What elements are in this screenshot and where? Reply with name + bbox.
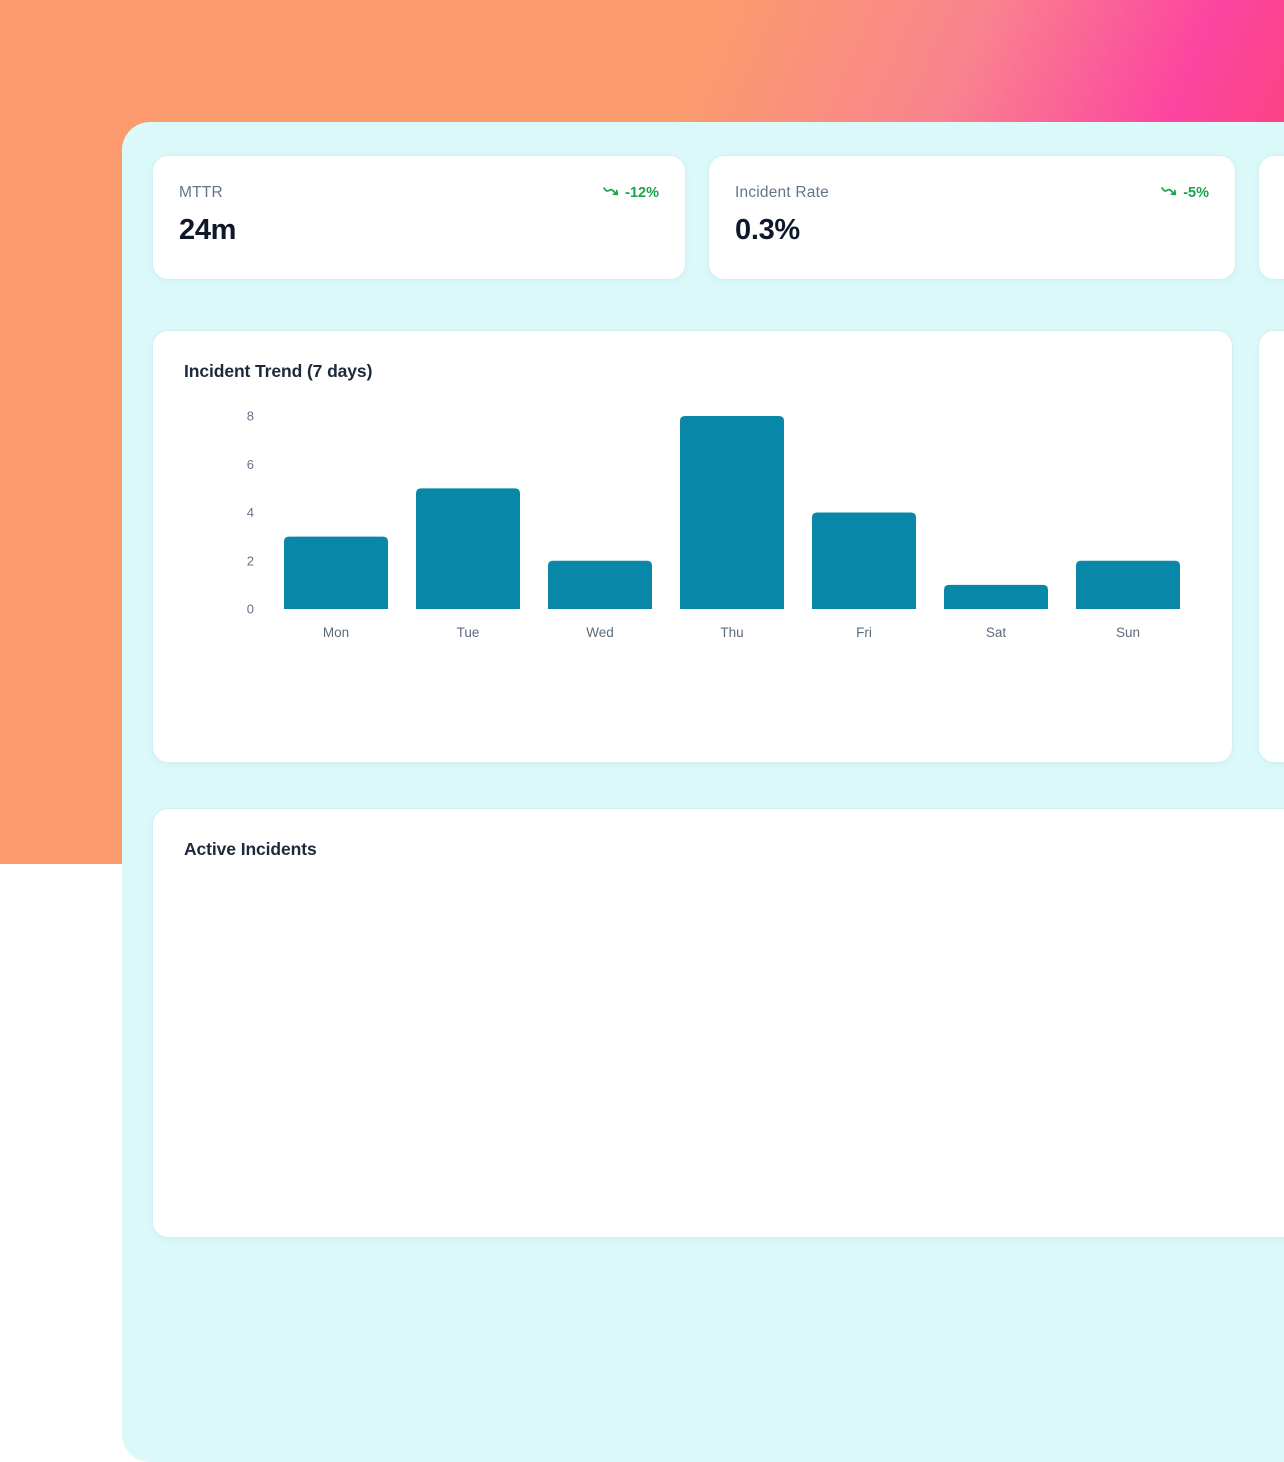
x-axis-label: Fri bbox=[856, 625, 872, 640]
metric-label: MTTR bbox=[179, 184, 223, 202]
metric-trend-value: -5% bbox=[1183, 185, 1209, 201]
active-incidents-card: Active Incidents bbox=[152, 808, 1284, 1238]
x-axis-label: Tue bbox=[457, 625, 480, 640]
x-axis-label: Mon bbox=[323, 625, 349, 640]
bar-sat bbox=[944, 585, 1048, 609]
chart-title: Incident Trend (7 days) bbox=[184, 361, 372, 382]
metric-value: 24m bbox=[179, 214, 659, 247]
incident-trend-card: Incident Trend (7 days) 0 2 4 6 8 Mon Tue Wed Th… bbox=[152, 330, 1233, 763]
metric-card-mttr: MTTR -12% 24m bbox=[152, 155, 686, 280]
active-incidents-title: Active Incidents bbox=[184, 839, 317, 860]
metric-label: Incident Rate bbox=[735, 184, 829, 202]
bar-wed bbox=[548, 561, 652, 609]
bar-thu bbox=[680, 416, 784, 609]
y-axis-tick: 2 bbox=[247, 553, 254, 568]
bar-tue bbox=[416, 488, 520, 609]
x-axis-label: Wed bbox=[586, 625, 614, 640]
x-axis-label: Thu bbox=[720, 625, 743, 640]
y-axis-tick: 6 bbox=[247, 457, 254, 472]
metric-value: 0.3% bbox=[735, 214, 1209, 247]
trending-down-icon bbox=[603, 185, 620, 201]
incident-trend-bar-chart: 0 2 4 6 8 Mon Tue Wed Thu Fri Sat Sun bbox=[194, 401, 1184, 651]
dashboard-panel: MTTR -12% 24m Incident Rate bbox=[122, 122, 1284, 1462]
y-axis-tick: 0 bbox=[247, 602, 254, 617]
bar-mon bbox=[284, 537, 388, 609]
y-axis-tick: 8 bbox=[247, 409, 254, 424]
metric-trend-value: -12% bbox=[625, 185, 659, 201]
metric-trend: -5% bbox=[1161, 185, 1209, 201]
metric-card-partial bbox=[1258, 155, 1284, 280]
metric-card-incident-rate: Incident Rate -5% 0.3% bbox=[708, 155, 1236, 280]
x-axis-label: Sun bbox=[1116, 625, 1140, 640]
bar-fri bbox=[812, 513, 916, 610]
bar-sun bbox=[1076, 561, 1180, 609]
y-axis-tick: 4 bbox=[247, 505, 254, 520]
side-card-partial bbox=[1258, 330, 1284, 763]
x-axis-label: Sat bbox=[986, 625, 1007, 640]
metric-trend: -12% bbox=[603, 185, 659, 201]
trending-down-icon bbox=[1161, 185, 1178, 201]
